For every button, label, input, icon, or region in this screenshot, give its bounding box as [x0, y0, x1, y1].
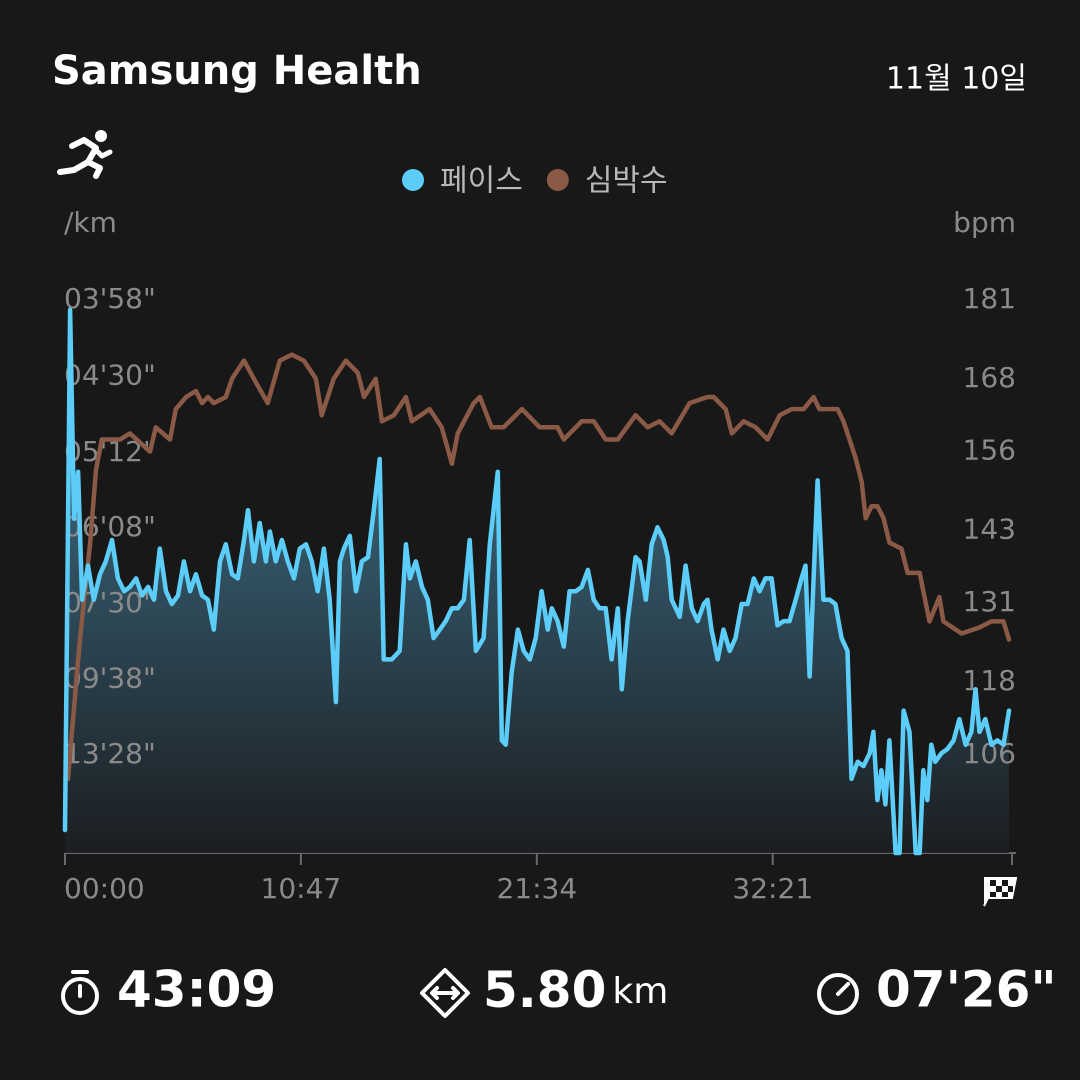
y2-tick-label: 143 — [963, 512, 1016, 545]
legend-label: 페이스 — [440, 164, 523, 199]
y-tick-label: 13'28" — [64, 737, 156, 770]
distance-value: 5.80 — [483, 961, 606, 1019]
chart: 페이스 심박수/km bpm 00:00 10:47 21:34 32:21 03'58" 04… — [62, 164, 1016, 905]
heart-rate-line — [65, 352, 1012, 782]
legend-swatch — [402, 169, 424, 191]
y-axis-unit: /km — [64, 206, 117, 239]
y2-axis-unit: bpm — [953, 206, 1016, 239]
distance-icon — [420, 968, 470, 1018]
distance-unit: km — [612, 971, 668, 1012]
y2-tick-label: 181 — [963, 282, 1016, 315]
x-tick-label: 00:00 — [64, 872, 145, 905]
y2-tick-label: 131 — [963, 585, 1016, 618]
legend-label: 심박수 — [585, 164, 668, 199]
distance: 5.80 km — [483, 961, 668, 1019]
timer-icon — [61, 970, 99, 1015]
legend-swatch — [546, 169, 569, 191]
x-tick-label: 10:47 — [261, 872, 342, 905]
date: 11월 10일 — [886, 62, 1027, 97]
y-tick-label: 03'58" — [64, 282, 156, 315]
x-tick-label: 21:34 — [496, 872, 577, 905]
y2-tick-label: 168 — [963, 361, 1016, 394]
pace-area — [65, 309, 1009, 853]
duration: 43:09 — [117, 961, 276, 1019]
pace-line — [62, 307, 1012, 856]
finish-icon — [983, 877, 1018, 907]
app-title: Samsung Health — [52, 48, 422, 94]
y2-tick-label: 156 — [963, 434, 1016, 467]
pace-icon — [817, 973, 859, 1015]
y2-tick-label: 118 — [963, 664, 1016, 697]
x-tick-label: 32:21 — [732, 872, 813, 905]
run-icon — [57, 130, 113, 179]
avg-pace: 07'26" — [876, 961, 1057, 1019]
y-tick-label: 04'30" — [64, 359, 156, 392]
